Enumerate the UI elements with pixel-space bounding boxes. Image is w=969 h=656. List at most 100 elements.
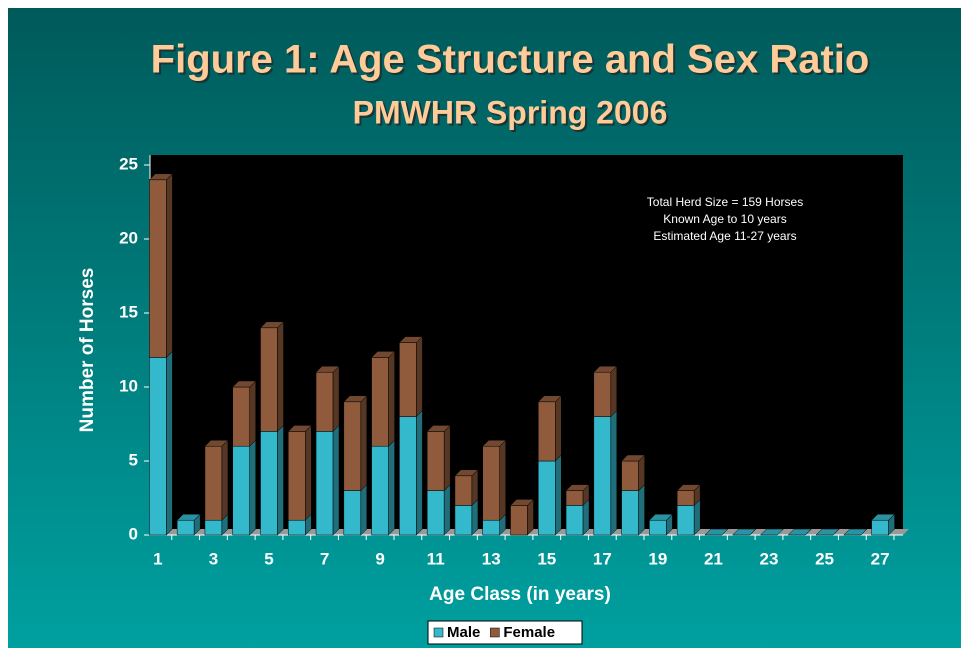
bar-side xyxy=(332,424,340,536)
bar-top xyxy=(565,484,590,491)
x-tick-label: 19 xyxy=(648,549,667,568)
bar-top xyxy=(176,513,201,521)
bar-side xyxy=(166,350,173,536)
legend-label: Female xyxy=(503,624,555,641)
bar-side xyxy=(388,350,395,447)
bar-side xyxy=(277,424,284,536)
bar-top xyxy=(454,469,479,477)
x-tick-label: 15 xyxy=(537,549,556,568)
bar-side xyxy=(443,424,451,492)
bar-top xyxy=(509,499,535,506)
bar-side xyxy=(249,380,256,447)
bar-segment xyxy=(288,519,306,536)
bar-segment xyxy=(343,401,362,491)
bar-segment xyxy=(399,342,417,417)
annotation: Known Age to 10 years xyxy=(663,212,786,226)
bar-top xyxy=(759,528,785,536)
bar-top xyxy=(871,513,896,521)
x-tick-label: 1 xyxy=(153,549,162,568)
bar-side xyxy=(360,483,368,536)
bar-side xyxy=(249,439,256,536)
bar-segment xyxy=(565,490,584,506)
bar-segment xyxy=(510,505,528,536)
bar-top xyxy=(787,528,812,536)
bar-segment xyxy=(454,475,473,506)
bar-top xyxy=(648,513,673,521)
bar-segment xyxy=(621,460,639,491)
bar-segment xyxy=(315,431,334,536)
bar-side xyxy=(416,335,423,418)
bar-segment xyxy=(371,445,389,536)
y-tick-label: 20 xyxy=(119,228,138,247)
bar-segment xyxy=(871,519,889,536)
bar-segment xyxy=(426,431,445,491)
bar-top xyxy=(204,439,229,447)
bar-side xyxy=(610,409,618,536)
bar-top xyxy=(676,484,701,491)
chart-subtitle: PMWHR Spring 2006 xyxy=(353,94,668,130)
bar-segment xyxy=(232,386,250,447)
x-tick-label: 13 xyxy=(482,549,501,568)
x-axis-label: Age Class (in years) xyxy=(429,584,611,605)
bar-segment xyxy=(676,490,695,506)
x-tick-label: 17 xyxy=(593,549,612,568)
bar-side xyxy=(332,365,340,433)
y-tick-label: 10 xyxy=(119,376,138,395)
bar-top xyxy=(704,528,729,536)
x-tick-label: 11 xyxy=(427,549,445,568)
bar-segment xyxy=(482,519,500,536)
bar-segment xyxy=(315,371,334,432)
bar-side xyxy=(388,439,395,536)
bar-top xyxy=(398,336,423,343)
bar-segment xyxy=(288,431,306,521)
bar-segment xyxy=(676,505,695,536)
bar-top xyxy=(259,321,285,329)
bar-top xyxy=(815,528,840,536)
bar-segment xyxy=(538,460,556,536)
bar-side xyxy=(277,321,284,433)
bar-segment xyxy=(204,445,223,521)
x-tick-label: 9 xyxy=(375,549,384,568)
bar-segment xyxy=(649,519,667,536)
bar-segment xyxy=(593,371,612,417)
bar-side xyxy=(555,454,562,536)
bar-segment xyxy=(204,519,223,536)
legend-box xyxy=(427,620,583,645)
bar-top xyxy=(371,351,396,358)
bar-top xyxy=(287,425,312,432)
bar-side xyxy=(166,173,173,359)
bar-segment xyxy=(621,490,639,536)
bar-top xyxy=(732,528,757,536)
x-tick-label: 7 xyxy=(320,549,329,568)
bar-segment xyxy=(343,490,362,536)
y-tick-label: 0 xyxy=(129,524,138,543)
x-tick-label: 27 xyxy=(871,549,890,568)
bar-side xyxy=(360,395,368,492)
bar-side xyxy=(499,439,506,521)
y-tick-label: 25 xyxy=(119,154,138,173)
legend-label: Male xyxy=(447,624,480,641)
bar-segment xyxy=(260,431,278,536)
bar-side xyxy=(610,365,618,418)
bar-top xyxy=(621,454,646,462)
bar-top xyxy=(843,528,868,536)
x-tick-label: 25 xyxy=(815,549,834,568)
bar-side xyxy=(416,409,423,536)
bar-top xyxy=(426,425,451,432)
bar-side xyxy=(638,483,645,536)
x-tick-label: 21 xyxy=(704,549,723,568)
bar-segment xyxy=(176,519,195,536)
bar-top xyxy=(315,365,340,373)
bar-top xyxy=(232,380,257,388)
y-tick-label: 15 xyxy=(119,302,138,321)
annotation: Estimated Age 11-27 years xyxy=(653,229,796,243)
bar-segment xyxy=(260,327,278,432)
bar-top xyxy=(593,365,618,373)
bar-segment xyxy=(232,445,250,536)
y-axis-label: Number of Horses xyxy=(77,268,98,433)
x-tick-label: 23 xyxy=(760,549,779,568)
bar-side xyxy=(555,395,562,462)
bar-segment xyxy=(538,401,556,462)
bar-segment xyxy=(482,445,500,521)
